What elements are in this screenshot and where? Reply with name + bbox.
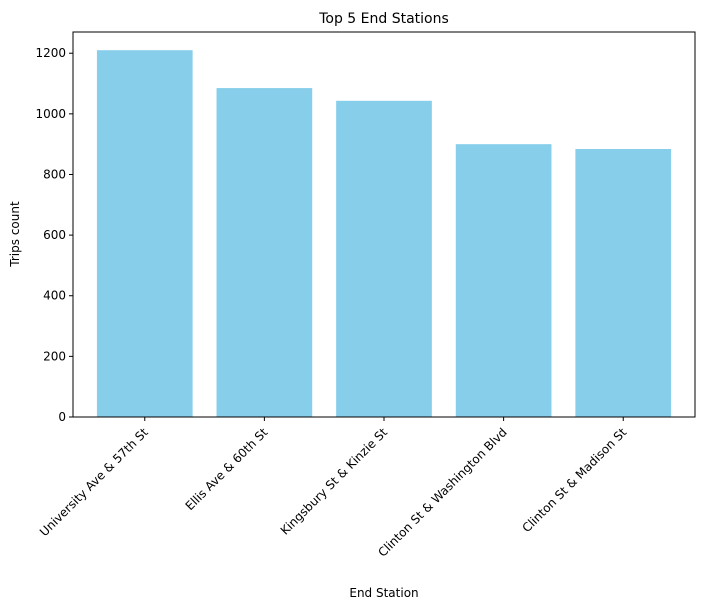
y-tick-label: 600 (43, 228, 66, 242)
y-tick-label: 200 (43, 349, 66, 363)
chart-title: Top 5 End Stations (318, 11, 449, 27)
y-tick-label: 0 (58, 410, 66, 424)
y-tick-label: 1000 (35, 107, 66, 121)
y-tick-label: 800 (43, 167, 66, 181)
bar (575, 149, 672, 417)
bar (336, 100, 432, 417)
x-tick-label: Kingsbury St & Kinzie St (278, 425, 391, 538)
bars-group (96, 50, 672, 418)
x-tick-label: University Ave & 57th St (37, 425, 151, 539)
x-tick-label: Clinton St & Madison St (519, 425, 629, 535)
y-tick-label: 400 (43, 289, 66, 303)
x-tick-label: Ellis Ave & 60th St (183, 425, 271, 513)
plot-frame (72, 31, 696, 418)
x-tick-label: Clinton St & Washington Blvd (375, 425, 509, 559)
x-ticks-group: University Ave & 57th St Ellis Ave & 60th… (37, 417, 630, 560)
y-ticks-group: 0 200 400 600 800 1000 1200 (35, 46, 73, 424)
y-axis-title: Trips count (8, 201, 22, 268)
y-tick-label: 1200 (35, 46, 66, 60)
bar (455, 144, 552, 418)
bar (96, 50, 193, 418)
bar (216, 88, 313, 418)
x-axis-title: End Station (349, 586, 418, 600)
